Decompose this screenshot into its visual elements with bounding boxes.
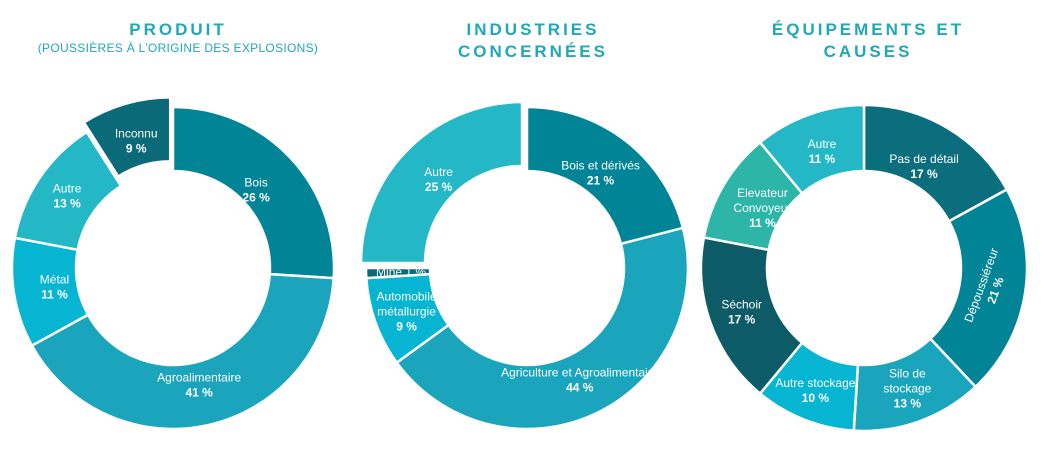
slice-label: Autre 13 %	[53, 182, 82, 211]
slice-label: Silo de stockage 13 %	[883, 366, 931, 410]
slice-label: Pas de détail 17 %	[889, 152, 958, 181]
slice-label: Bois 26 %	[242, 175, 270, 204]
slice-label: Automobile métallurgie 9 %	[377, 289, 437, 333]
slice-label: Elevateur Convoyeur 11 %	[733, 186, 791, 230]
pie-slice	[525, 105, 685, 246]
slice-label: Agriculture et Agroalimentaire 44 %	[501, 366, 659, 395]
slice-label: Autre stockage 10 %	[775, 376, 855, 405]
slice-label: Agroalimentaire 41 %	[157, 371, 241, 400]
chart-title-equipements: ÉQUIPEMENTS ET CAUSES	[733, 19, 1003, 63]
pie-slice	[171, 105, 336, 280]
slice-label: Inconnu 9 %	[115, 127, 158, 156]
chart-subtitle: (POUSSIÈRES À L’ORIGINE DES EXPLOSIONS)	[37, 41, 319, 55]
pie-slice	[395, 226, 690, 431]
pie-slice	[82, 96, 172, 179]
chart-title-industries: INDUSTRIES CONCERNÉES	[388, 19, 678, 63]
slice-label: Métal 11 %	[40, 272, 69, 301]
slice-label: Autre 25 %	[424, 165, 453, 194]
pie-slice	[928, 187, 1029, 389]
chart-title-main: INDUSTRIES CONCERNÉES	[458, 20, 608, 61]
slice-label: Séchoir 17 %	[721, 298, 762, 327]
pie-slice	[30, 272, 336, 431]
chart-title-main: PRODUIT	[129, 20, 227, 39]
chart-title-produit: PRODUIT (POUSSIÈRES À L’ORIGINE DES EXPL…	[23, 19, 333, 55]
donut-chart-0: Bois 26 % Agroalimentaire 41 % Métal 11 % Autr…	[10, 96, 336, 431]
pie-slice	[364, 266, 432, 280]
donut-chart-2: Pas de détail 17 %Dépoussiéreur21 %Silo d…	[699, 103, 1029, 433]
slice-label: Mine 1 %	[376, 265, 426, 279]
pie-slice	[758, 103, 866, 196]
slice-label: Bois et dérivés 21 %	[561, 159, 640, 188]
pie-slice	[359, 100, 524, 265]
pie-slice	[13, 130, 123, 252]
chart-title-main: ÉQUIPEMENTS ET CAUSES	[771, 20, 965, 61]
slice-label: Autre 11 %	[808, 137, 837, 166]
donut-chart-1: Bois et dérivés 21 % Agriculture et Agroal…	[359, 100, 690, 431]
